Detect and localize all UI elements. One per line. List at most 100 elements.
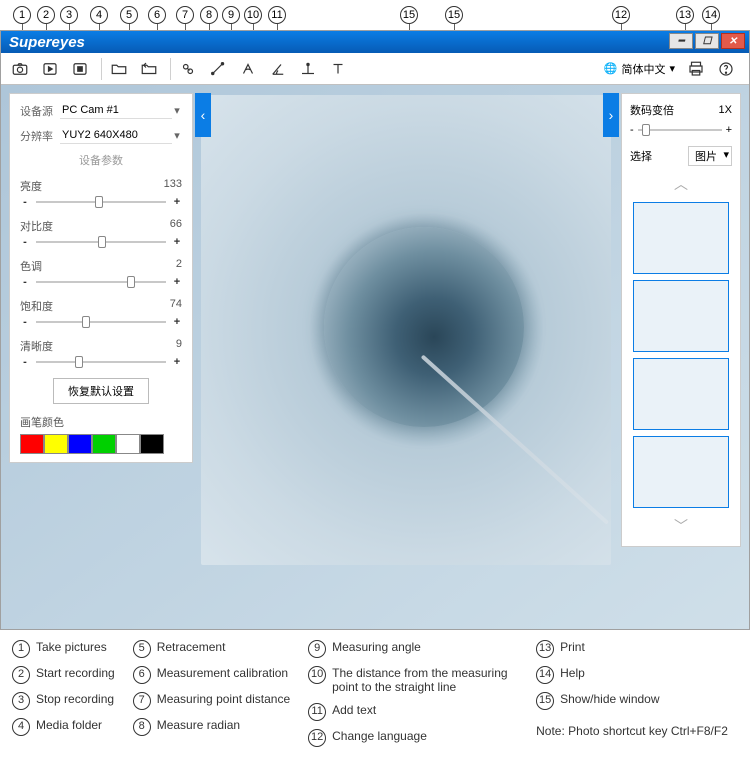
color-swatch[interactable] [116, 434, 140, 454]
slider-value: 74 [170, 298, 182, 314]
legend-item: 15Show/hide window [536, 692, 728, 710]
reset-button[interactable]: 恢复默认设置 [53, 378, 149, 404]
toolbar: 🌐 简体中文 ▾ [1, 53, 749, 85]
calibration-icon[interactable] [175, 57, 201, 81]
zoom-plus[interactable]: + [726, 124, 732, 136]
thumbnail-item[interactable] [633, 358, 729, 430]
thumb-up-arrow[interactable]: ︿ [630, 172, 732, 196]
globe-icon: 🌐 [604, 62, 618, 75]
zoom-slider[interactable] [638, 124, 722, 136]
slider-value: 2 [176, 258, 182, 274]
slider-plus[interactable]: + [172, 356, 182, 368]
minimize-button[interactable]: ━ [669, 33, 693, 49]
legend-item: 1Take pictures [12, 640, 115, 658]
angle-icon[interactable] [265, 57, 291, 81]
slider-minus[interactable]: - [20, 196, 30, 208]
legend-item: 9Measuring angle [308, 640, 518, 658]
pen-color-label: 画笔颜色 [20, 414, 182, 430]
slider-minus[interactable]: - [20, 316, 30, 328]
slider-value: 133 [164, 178, 182, 194]
color-swatch[interactable] [44, 434, 68, 454]
callout-7: 7 [176, 6, 194, 24]
slider-plus[interactable]: + [172, 276, 182, 288]
slider-track[interactable] [36, 356, 166, 368]
callout-12: 12 [612, 6, 630, 24]
callout-9: 9 [222, 6, 240, 24]
play-icon[interactable] [37, 57, 63, 81]
close-button[interactable]: ✕ [721, 33, 745, 49]
slider-label: 对比度 [20, 218, 53, 234]
collapse-left-button[interactable]: ‹ [195, 93, 211, 137]
undo-icon[interactable] [136, 57, 162, 81]
thumb-down-arrow[interactable]: ﹀ [630, 514, 732, 538]
slider-label: 饱和度 [20, 298, 53, 314]
callout-1: 1 [13, 6, 31, 24]
slider-plus[interactable]: + [172, 196, 182, 208]
legend-item: 6Measurement calibration [133, 666, 290, 684]
slider-value: 9 [176, 338, 182, 354]
zoom-minus[interactable]: - [630, 124, 634, 136]
legend-item: 3Stop recording [12, 692, 115, 710]
print-icon[interactable] [683, 57, 709, 81]
callout-11: 11 [268, 6, 286, 24]
chevron-down-icon[interactable]: ▾ [172, 129, 182, 142]
legend-item: 8Measure radian [133, 718, 290, 736]
legend-item: 14Help [536, 666, 728, 684]
text-icon[interactable] [325, 57, 351, 81]
zoom-value: 1X [719, 104, 732, 116]
slider-track[interactable] [36, 316, 166, 328]
color-swatch[interactable] [140, 434, 164, 454]
callout-10: 10 [244, 6, 262, 24]
legend-item: 11Add text [308, 703, 518, 721]
callout-15a: 15 [400, 6, 418, 24]
maximize-button[interactable]: ☐ [695, 33, 719, 49]
slider-track[interactable] [36, 196, 166, 208]
slider-minus[interactable]: - [20, 356, 30, 368]
slider-track[interactable] [36, 236, 166, 248]
legend-item: 5Retracement [133, 640, 290, 658]
radian-icon[interactable] [235, 57, 261, 81]
language-label: 简体中文 [621, 61, 665, 77]
slider-plus[interactable]: + [172, 316, 182, 328]
chevron-down-icon: ▾ [669, 62, 675, 75]
thumbnail-item[interactable] [633, 202, 729, 274]
legend-item: 10The distance from the measuring point … [308, 666, 518, 695]
collapse-right-button[interactable]: › [603, 93, 619, 137]
folder-icon[interactable] [106, 57, 132, 81]
slider-minus[interactable]: - [20, 276, 30, 288]
color-swatch[interactable] [68, 434, 92, 454]
device-select[interactable]: PC Cam #1 [60, 102, 172, 119]
slider-minus[interactable]: - [20, 236, 30, 248]
select-dropdown[interactable]: 图片▾ [688, 146, 732, 166]
camera-icon[interactable] [7, 57, 33, 81]
language-selector[interactable]: 🌐 简体中文 ▾ [604, 61, 675, 77]
legend-item: 12Change language [308, 729, 518, 747]
right-panel: 数码变倍 1X - + 选择 图片▾ ︿ ﹀ [621, 93, 741, 547]
resolution-label: 分辨率 [20, 128, 60, 144]
perpendicular-icon[interactable] [295, 57, 321, 81]
params-title: 设备参数 [20, 152, 182, 168]
callout-14: 14 [702, 6, 720, 24]
slider-value: 66 [170, 218, 182, 234]
legend: 1Take pictures2Start recording3Stop reco… [0, 630, 750, 757]
chevron-down-icon[interactable]: ▾ [172, 104, 182, 117]
callout-8: 8 [200, 6, 218, 24]
slider-track[interactable] [36, 276, 166, 288]
titlebar: Supereyes ━ ☐ ✕ [1, 31, 749, 53]
viewport [201, 95, 611, 565]
stop-icon[interactable] [67, 57, 93, 81]
resolution-select[interactable]: YUY2 640X480 [60, 127, 172, 144]
color-swatches [20, 434, 182, 454]
callout-13: 13 [676, 6, 694, 24]
slider-plus[interactable]: + [172, 236, 182, 248]
help-icon[interactable] [713, 57, 739, 81]
color-swatch[interactable] [20, 434, 44, 454]
slider-label: 亮度 [20, 178, 42, 194]
thumbnail-item[interactable] [633, 280, 729, 352]
color-swatch[interactable] [92, 434, 116, 454]
distance-icon[interactable] [205, 57, 231, 81]
left-panel: 设备源 PC Cam #1 ▾ 分辨率 YUY2 640X480 ▾ 设备参数 … [9, 93, 193, 463]
thumbnail-item[interactable] [633, 436, 729, 508]
legend-item: 7Measuring point distance [133, 692, 290, 710]
microscope-image [201, 95, 611, 565]
